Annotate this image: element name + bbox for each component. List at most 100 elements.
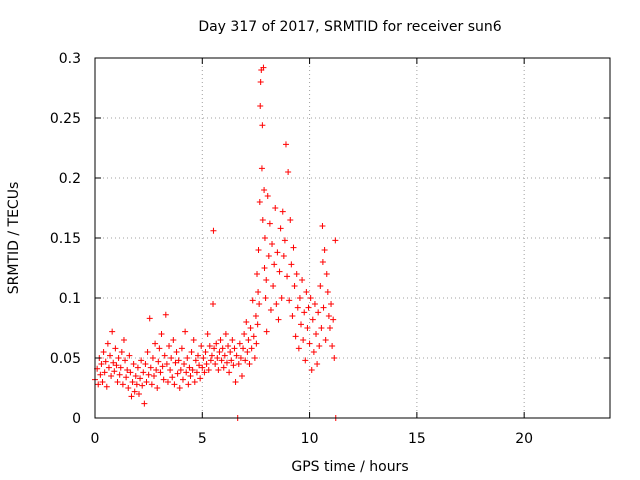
data-point	[113, 362, 120, 369]
data-point	[300, 337, 307, 343]
data-point	[291, 283, 298, 289]
data-point	[252, 313, 259, 319]
data-point	[304, 325, 311, 331]
data-point	[98, 361, 105, 367]
y-tick-label: 0.05	[50, 351, 81, 367]
data-point	[157, 369, 164, 376]
data-point	[205, 367, 212, 373]
data-point	[299, 277, 306, 283]
data-point	[181, 361, 188, 367]
data-point	[292, 333, 299, 340]
data-point	[317, 283, 324, 289]
data-point	[185, 381, 192, 388]
data-point	[267, 307, 274, 313]
data-point	[231, 345, 238, 352]
data-point	[245, 337, 252, 343]
data-point	[203, 361, 210, 367]
data-point	[287, 217, 294, 223]
data-point	[196, 362, 203, 369]
data-point	[225, 343, 232, 349]
data-point	[161, 352, 168, 359]
data-point	[160, 376, 167, 383]
data-point	[244, 349, 251, 355]
data-point	[258, 165, 265, 172]
data-point	[187, 373, 194, 379]
data-point	[279, 208, 286, 215]
data-point	[195, 352, 201, 359]
data-point	[255, 289, 262, 295]
data-point	[201, 369, 208, 376]
data-point	[318, 325, 325, 331]
data-point	[240, 345, 247, 352]
data-point	[171, 381, 178, 388]
data-point	[172, 359, 179, 366]
data-point	[132, 373, 139, 379]
data-point	[139, 382, 146, 389]
data-point	[261, 265, 268, 271]
data-point	[202, 349, 209, 355]
data-point	[249, 297, 256, 304]
data-point	[321, 247, 328, 253]
data-point	[264, 193, 271, 199]
data-point	[274, 249, 281, 256]
data-point	[140, 369, 147, 376]
data-point	[256, 199, 263, 205]
data-point	[127, 369, 134, 376]
data-point	[298, 321, 304, 328]
data-point	[272, 205, 279, 211]
data-point	[271, 261, 278, 268]
data-point	[305, 304, 312, 311]
data-point	[213, 340, 220, 347]
data-point	[242, 357, 249, 364]
data-point	[118, 349, 125, 355]
data-points	[92, 64, 339, 421]
data-point	[326, 325, 333, 331]
data-point	[105, 364, 112, 371]
data-point	[153, 367, 160, 373]
data-point	[293, 271, 300, 277]
data-point	[246, 361, 253, 367]
data-point	[156, 345, 163, 352]
data-point	[110, 359, 117, 366]
data-point	[164, 379, 171, 385]
axis-ticks: 0 5 10 15 20 0 0.05 0.1 0.15 0.2 0.25 0.3	[50, 51, 610, 447]
data-point	[134, 364, 141, 371]
data-point	[122, 357, 129, 364]
data-point	[151, 373, 158, 379]
data-point	[138, 357, 145, 364]
data-point	[251, 355, 258, 361]
data-point	[174, 370, 181, 377]
data-point	[125, 385, 132, 391]
data-point	[133, 381, 140, 388]
data-point	[193, 369, 200, 376]
data-point	[212, 361, 219, 367]
data-point	[280, 253, 287, 259]
data-point	[227, 349, 234, 355]
data-point	[207, 357, 214, 364]
data-point	[189, 367, 196, 373]
data-point	[222, 331, 229, 337]
data-point	[109, 328, 116, 335]
data-point	[216, 349, 223, 355]
data-point	[142, 361, 149, 367]
x-tick-label: 0	[91, 431, 100, 447]
chart-title: Day 317 of 2017, SRMTID for receiver sun…	[198, 19, 501, 35]
data-point	[286, 297, 293, 304]
data-point	[308, 367, 315, 373]
data-point	[95, 381, 102, 388]
plot-frame	[94, 57, 611, 419]
data-point	[166, 343, 173, 349]
data-point	[250, 333, 257, 340]
data-point	[191, 379, 198, 385]
data-point	[135, 391, 142, 397]
data-point	[155, 358, 162, 365]
data-point	[149, 355, 156, 361]
data-point	[148, 381, 155, 388]
data-point	[324, 289, 331, 295]
data-point	[309, 316, 316, 323]
data-point	[103, 383, 110, 390]
data-point	[314, 361, 321, 367]
data-point	[255, 247, 262, 253]
data-point	[97, 371, 104, 378]
data-point	[313, 331, 320, 337]
